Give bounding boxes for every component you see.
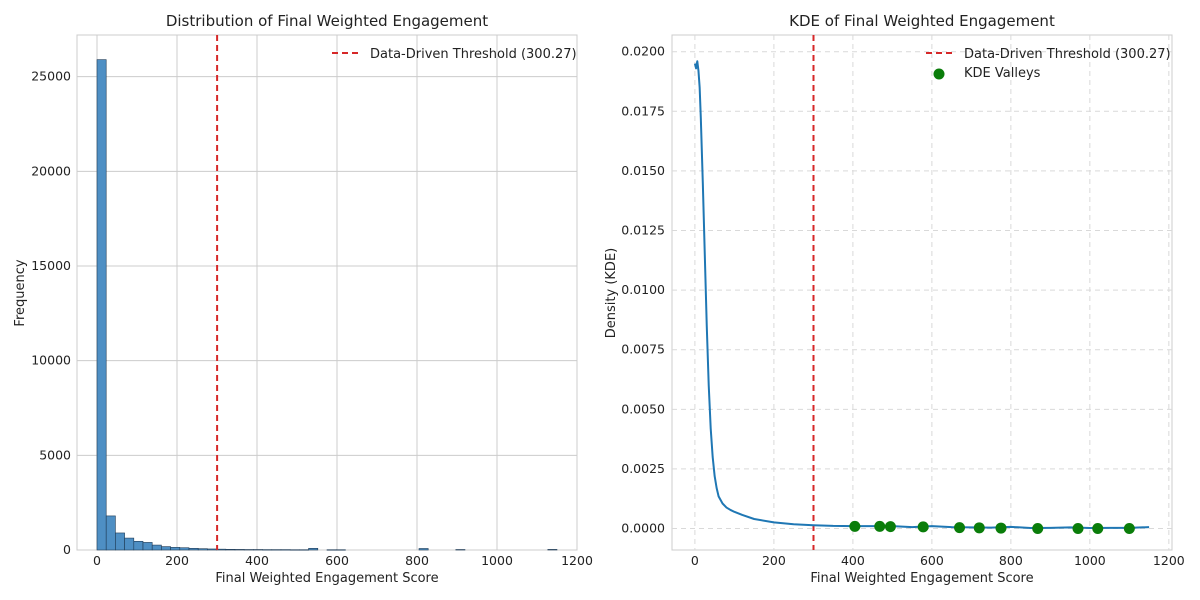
histogram-bar: [289, 549, 300, 551]
histogram-bar: [151, 544, 162, 551]
kde-y-tick-label: 0.0175: [621, 103, 665, 118]
histogram-gridlines: [77, 35, 578, 551]
kde-line: [693, 60, 1150, 530]
histogram-bar: [188, 547, 199, 551]
kde-gridlines: [672, 35, 1172, 550]
histogram-y-tick-label: 10000: [31, 353, 71, 368]
histogram-bar: [124, 537, 135, 551]
kde-valley-points: [849, 520, 1135, 535]
kde-y-tick-label: 0.0075: [621, 342, 665, 357]
histogram-chart: Distribution of Final Weighted Engagemen…: [13, 12, 593, 586]
kde-legend: Data-Driven Threshold (300.27) KDE Valle…: [926, 47, 1171, 81]
kde-valley-point: [973, 522, 985, 534]
kde-x-tick-label: 800: [999, 553, 1023, 568]
histogram-bar: [547, 549, 558, 551]
kde-y-tick-label: 0.0150: [621, 163, 665, 178]
kde-legend-valley-label: KDE Valleys: [964, 66, 1041, 81]
histogram-x-tick-label: 1000: [481, 553, 513, 568]
histogram-x-tick-label: 0: [93, 553, 101, 568]
kde-valley-point: [995, 522, 1007, 534]
kde-x-tick-label: 200: [762, 553, 786, 568]
kde-x-tick-label: 0: [691, 553, 699, 568]
kde-y-tick-label: 0.0200: [621, 44, 665, 59]
histogram-y-tick-label: 0: [63, 542, 71, 557]
histogram-bar: [115, 532, 125, 551]
kde-valley-point: [917, 521, 929, 533]
kde-y-tick-label: 0.0050: [621, 401, 665, 416]
histogram-bar: [243, 549, 254, 551]
histogram-bar: [299, 549, 309, 551]
histogram-title: Distribution of Final Weighted Engagemen…: [166, 12, 488, 30]
kde-valley-point: [1032, 523, 1044, 535]
histogram-y-ticks: 0 5000 10000 15000 20000 25000: [31, 69, 71, 557]
kde-valley-point: [954, 522, 966, 534]
kde-x-tick-label: 600: [920, 553, 944, 568]
kde-plot-area: [671, 34, 1173, 551]
histogram-y-label: Frequency: [13, 259, 28, 326]
histogram-bar: [207, 548, 217, 551]
histogram-bar: [234, 549, 245, 551]
histogram-bar: [105, 515, 116, 551]
kde-valley-point: [1072, 523, 1084, 535]
kde-x-label: Final Weighted Engagement Score: [810, 571, 1033, 586]
kde-x-ticks: 0 200 400 600 800 1000 1200: [691, 553, 1185, 568]
histogram-bar: [96, 59, 107, 551]
kde-x-tick-label: 400: [841, 553, 865, 568]
kde-y-ticks: 0.0000 0.0025 0.0050 0.0075 0.0100 0.0125 0.01…: [621, 44, 665, 536]
histogram-legend-threshold-label: Data-Driven Threshold (300.27): [370, 47, 577, 62]
histogram-x-tick-label: 800: [405, 553, 429, 568]
histogram-bar: [455, 549, 466, 551]
histogram-bar: [262, 549, 273, 551]
kde-x-tick-label: 1200: [1153, 553, 1185, 568]
histogram-bar: [280, 549, 291, 551]
histogram-y-tick-label: 5000: [39, 447, 71, 462]
kde-x-tick-label: 1000: [1074, 553, 1106, 568]
histogram-y-tick-label: 15000: [31, 258, 71, 273]
kde-valley-point: [1092, 523, 1104, 535]
kde-valley-point: [884, 521, 896, 533]
kde-y-tick-label: 0.0125: [621, 223, 665, 238]
histogram-x-ticks: 0 200 400 600 800 1000 1200: [93, 553, 593, 568]
histogram-legend: Data-Driven Threshold (300.27): [332, 47, 577, 62]
histogram-x-tick-label: 200: [165, 553, 189, 568]
histogram-bar: [170, 547, 181, 551]
histogram-x-tick-label: 600: [325, 553, 349, 568]
histogram-bars: [96, 59, 558, 551]
histogram-bar: [133, 540, 144, 551]
histogram-bar: [179, 547, 190, 551]
histogram-bar: [142, 542, 153, 551]
kde-chart: KDE of Final Weighted Engagement 0 200 400…: [604, 12, 1185, 586]
histogram-bar: [418, 548, 429, 551]
histogram-bar: [271, 549, 282, 551]
kde-valley-point: [1123, 523, 1135, 535]
kde-y-tick-label: 0.0025: [621, 461, 665, 476]
kde-valley-point: [849, 520, 861, 532]
kde-title: KDE of Final Weighted Engagement: [789, 12, 1055, 30]
histogram-y-tick-label: 20000: [31, 163, 71, 178]
kde-legend-valley-swatch: [933, 68, 945, 80]
histogram-x-tick-label: 400: [245, 553, 269, 568]
histogram-bar: [308, 547, 319, 551]
histogram-x-tick-label: 1200: [561, 553, 593, 568]
kde-y-tick-label: 0.0100: [621, 282, 665, 297]
histogram-bar: [161, 546, 171, 551]
histogram-bar: [326, 549, 337, 551]
kde-valley-point: [874, 520, 886, 532]
histogram-x-label: Final Weighted Engagement Score: [215, 571, 438, 586]
histogram-plot-area: [76, 34, 578, 551]
histogram-y-tick-label: 25000: [31, 69, 71, 84]
kde-y-label: Density (KDE): [604, 248, 619, 338]
histogram-bar: [225, 549, 236, 551]
kde-y-tick-label: 0.0000: [621, 521, 665, 536]
kde-legend-threshold-label: Data-Driven Threshold (300.27): [964, 47, 1171, 62]
kde-curve: [693, 60, 1150, 530]
histogram-bar: [197, 548, 208, 551]
histogram-bar: [253, 549, 263, 551]
histogram-bar: [335, 549, 346, 551]
